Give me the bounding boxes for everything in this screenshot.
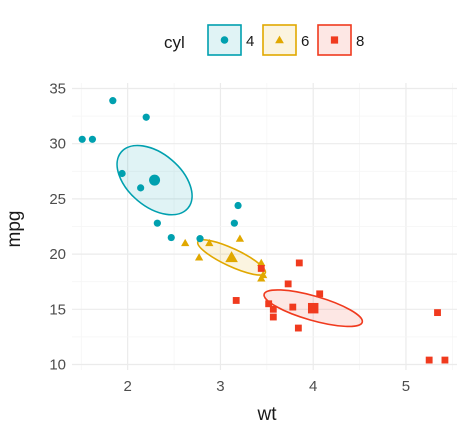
x-tick-label: 2 [123,378,131,395]
point-cyl-4 [153,219,161,227]
y-tick-label: 30 [49,136,66,153]
point-cyl-6 [258,270,268,279]
legend-title: cyl [164,33,185,52]
data-points [78,97,449,364]
y-tick-label: 10 [49,356,66,373]
point-cyl-8 [441,356,449,364]
point-cyl-8 [269,313,277,321]
legend-label-6: 6 [301,33,309,50]
point-cyl-4 [196,235,204,243]
point-cyl-4 [78,135,86,143]
x-tick-label: 5 [402,378,410,395]
x-axis-title: wt [257,404,278,425]
point-cyl-4 [137,184,145,192]
legend-marker-8 [330,36,339,44]
y-tick-label: 35 [49,81,66,98]
point-cyl-8 [425,356,433,364]
point-cyl-6 [205,238,214,247]
point-cyl-6 [181,238,190,247]
point-cyl-4 [109,97,117,105]
x-tick-label: 3 [216,378,224,395]
point-cyl-6 [257,258,266,267]
grid [72,83,457,370]
legend: cyl 4 6 8 [164,24,364,56]
point-cyl-8 [284,280,292,288]
point-cyl-4 [118,169,126,178]
legend-marker-6 [275,35,284,44]
legend-label-4: 4 [246,33,254,50]
point-cyl-4 [142,113,150,121]
point-cyl-4 [230,219,238,227]
axis-ticks: 2 3 4 5 10 15 20 25 30 35 [49,81,410,395]
y-tick-label: 15 [49,301,66,318]
point-cyl-8 [295,259,303,267]
point-cyl-8 [269,305,277,313]
group-means [149,174,319,314]
legend-entries: 4 6 8 [207,24,364,56]
mean-cyl-4 [149,174,161,186]
y-axis-title: mpg [4,211,25,248]
x-tick-label: 4 [309,378,317,395]
point-cyl-8 [232,297,240,304]
point-cyl-8 [316,290,324,298]
point-cyl-8 [289,303,297,311]
point-cyl-4 [167,233,175,242]
y-tick-label: 25 [49,191,66,208]
point-cyl-6 [194,253,204,261]
mean-cyl-6 [225,251,238,263]
point-cyl-8 [434,309,441,317]
point-cyl-8 [265,300,273,308]
point-cyl-8 [257,265,265,272]
legend-label-8: 8 [356,33,364,50]
point-cyl-6 [235,234,245,242]
legend-marker-4 [220,36,229,44]
y-tick-label: 20 [49,246,66,263]
point-cyl-4 [234,201,242,210]
point-cyl-4 [88,135,97,143]
point-cyl-8 [294,324,302,332]
mean-cyl-8 [307,302,319,314]
